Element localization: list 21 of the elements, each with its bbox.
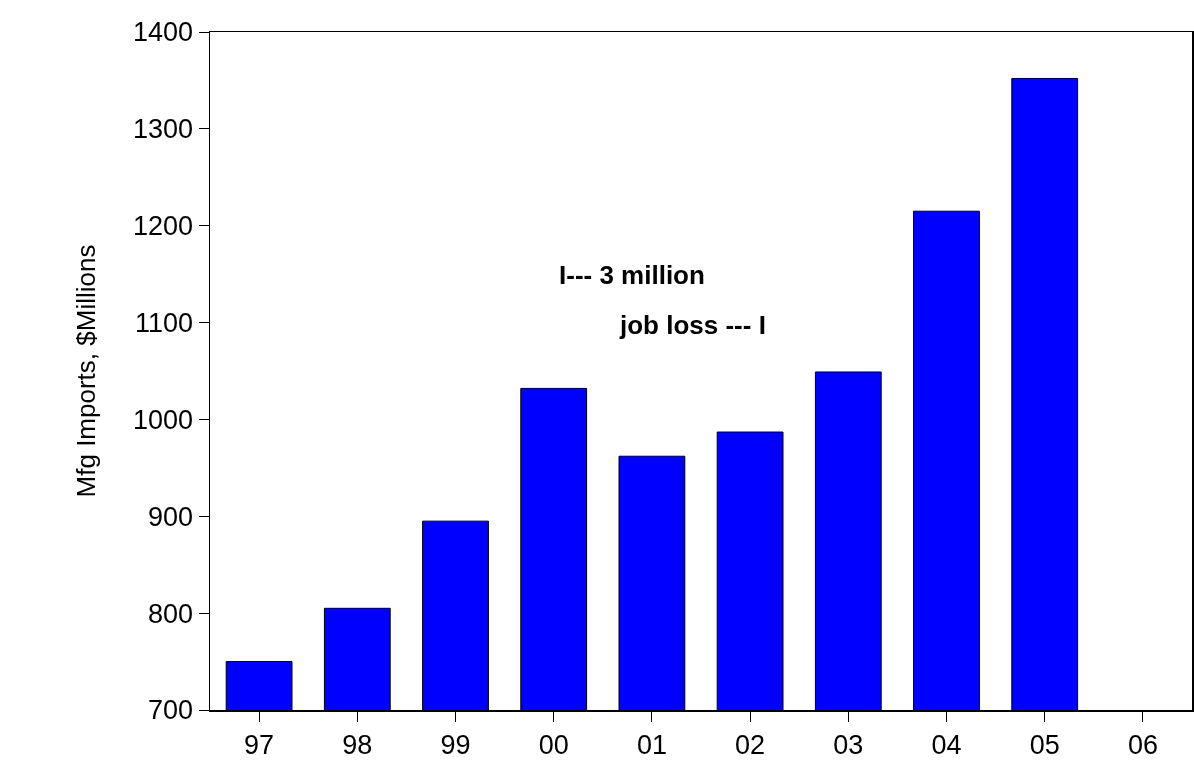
y-tick-label: 800	[148, 598, 194, 629]
x-tick-label: 04	[931, 729, 962, 760]
x-tick-label: 02	[735, 729, 766, 760]
y-tick-label: 1100	[135, 308, 194, 339]
y-tick-label: 1400	[133, 17, 194, 48]
x-tick-label: 98	[342, 729, 373, 760]
x-tick-label: 06	[1127, 729, 1158, 760]
y-tick-label: 1300	[133, 114, 194, 145]
x-tick-label: 01	[636, 729, 667, 760]
y-tick-label: 700	[148, 695, 194, 726]
x-tick-label: 03	[833, 729, 864, 760]
x-tick-label: 99	[440, 729, 471, 760]
annotation: job loss --- I	[619, 310, 766, 340]
y-tick-label: 900	[148, 501, 194, 532]
y-tick-label: 1000	[133, 404, 194, 435]
y-tick-label: 1200	[133, 211, 194, 242]
y-axis-title: Mfg Imports, $Millions	[70, 244, 101, 498]
x-tick-label: 97	[244, 729, 275, 760]
x-tick-label: 00	[538, 729, 569, 760]
x-tick-label: 05	[1029, 729, 1060, 760]
annotation: I--- 3 million	[559, 260, 705, 290]
